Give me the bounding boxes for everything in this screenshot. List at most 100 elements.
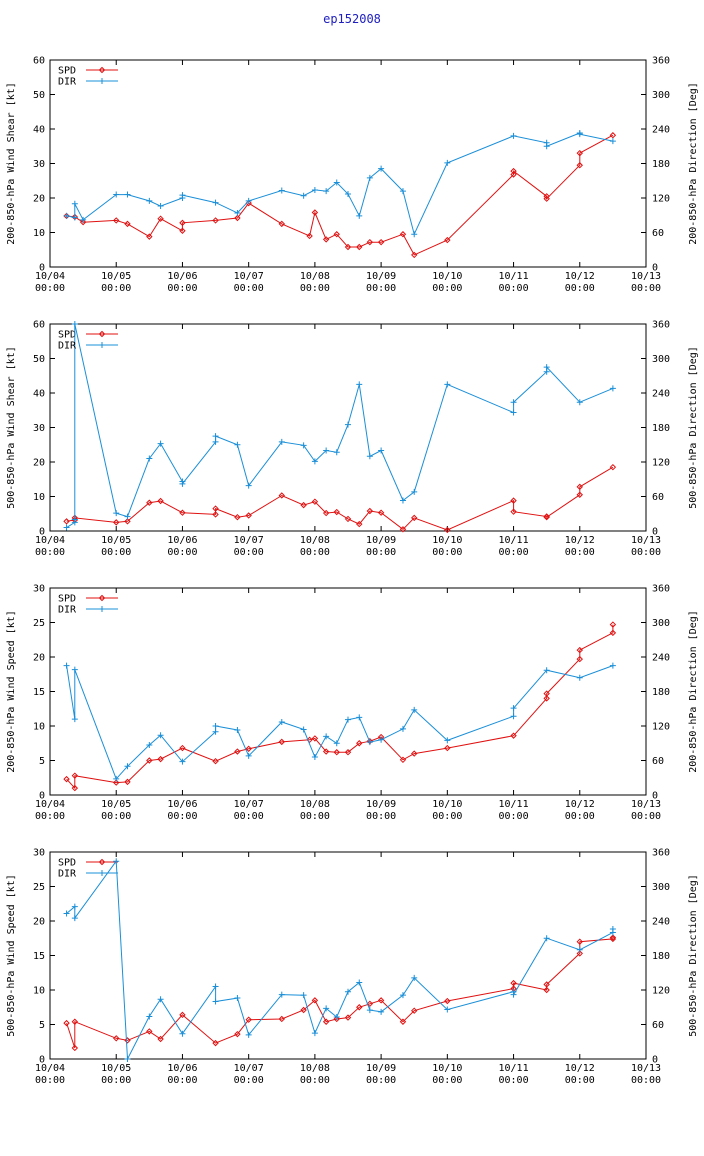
x-tick-label: 10/09 bbox=[366, 799, 396, 810]
spd-point bbox=[344, 515, 352, 523]
spd-point bbox=[234, 214, 241, 222]
y-tick-label: 20 bbox=[33, 458, 45, 469]
x-tick-time-label: 00:00 bbox=[499, 283, 529, 294]
x-tick-time-label: 00:00 bbox=[101, 283, 131, 294]
dir-point bbox=[63, 910, 70, 917]
legend-marker-spd bbox=[98, 330, 106, 338]
dir-point bbox=[378, 736, 385, 743]
x-tick-label: 10/06 bbox=[167, 535, 197, 546]
x-tick-label: 10/10 bbox=[432, 799, 462, 810]
dir-point bbox=[356, 212, 363, 219]
dir-point bbox=[444, 1006, 451, 1013]
dir-point bbox=[234, 995, 241, 1002]
plot-frame bbox=[49, 59, 647, 268]
dir-point bbox=[378, 1008, 385, 1015]
y-axis-label: 200-850-hPa Wind Shear [kt] bbox=[6, 82, 17, 245]
x-tick-label: 10/10 bbox=[432, 535, 462, 546]
legend-marker-dir bbox=[99, 78, 105, 84]
dir-point bbox=[245, 1031, 252, 1038]
x-tick-label: 10/04 bbox=[35, 1063, 65, 1074]
x-tick-time-label: 00:00 bbox=[366, 811, 396, 822]
dir-point bbox=[323, 1005, 330, 1012]
legend-label-dir: DIR bbox=[58, 869, 77, 880]
spd-point bbox=[179, 509, 186, 516]
x-tick-time-label: 00:00 bbox=[432, 547, 462, 558]
spd-point bbox=[212, 217, 219, 224]
x-tick-time-label: 00:00 bbox=[499, 547, 529, 558]
dir-point bbox=[356, 979, 363, 986]
dir-point bbox=[543, 667, 550, 674]
y-tick-label: 0 bbox=[39, 1055, 45, 1066]
dir-point bbox=[345, 190, 351, 197]
page-title: ep152008 bbox=[323, 12, 381, 26]
series-line-spd bbox=[66, 134, 614, 256]
spd-point bbox=[576, 483, 583, 491]
y2-tick-label: 60 bbox=[652, 1020, 664, 1031]
dir-point bbox=[124, 513, 131, 520]
y2-tick-label: 360 bbox=[652, 584, 670, 595]
y-tick-label: 10 bbox=[33, 986, 45, 997]
series-line-dir bbox=[66, 323, 614, 529]
x-tick-label: 10/07 bbox=[234, 535, 264, 546]
spd-point bbox=[576, 655, 583, 663]
y2-tick-label: 0 bbox=[652, 791, 658, 802]
x-tick-label: 10/11 bbox=[499, 535, 529, 546]
y2-tick-label: 0 bbox=[652, 1055, 658, 1066]
y2-tick-label: 120 bbox=[652, 722, 670, 733]
x-tick-time-label: 00:00 bbox=[234, 283, 264, 294]
y-tick-label: 5 bbox=[39, 756, 45, 767]
spd-point bbox=[179, 1011, 186, 1019]
x-tick-label: 10/11 bbox=[499, 1063, 529, 1074]
legend-marker-spd bbox=[98, 594, 106, 602]
spd-point bbox=[245, 745, 252, 752]
x-tick-time-label: 00:00 bbox=[35, 1075, 65, 1086]
spd-point bbox=[79, 218, 87, 226]
spd-point bbox=[576, 646, 583, 654]
dir-point bbox=[300, 992, 307, 999]
spd-point bbox=[356, 243, 363, 251]
legend-label-dir: DIR bbox=[58, 341, 77, 352]
dir-point bbox=[245, 197, 252, 204]
dir-point bbox=[345, 716, 351, 723]
dir-point bbox=[399, 725, 406, 732]
dir-point bbox=[510, 713, 517, 720]
dir-point bbox=[278, 438, 285, 445]
spd-point bbox=[245, 512, 252, 519]
y-axis-label: 500-850-hPa Wind Shear [kt] bbox=[6, 346, 17, 509]
y2-tick-label: 120 bbox=[652, 194, 670, 205]
dir-point bbox=[311, 1030, 318, 1037]
spd-point bbox=[510, 732, 517, 739]
chart-500-850-speed: 05101520253006012018024030036010/0400:00… bbox=[6, 848, 699, 1087]
x-tick-time-label: 00:00 bbox=[366, 283, 396, 294]
x-tick-time-label: 00:00 bbox=[300, 547, 330, 558]
x-tick-label: 10/08 bbox=[300, 535, 330, 546]
dir-point bbox=[366, 739, 373, 746]
spd-point bbox=[543, 986, 550, 994]
dir-point bbox=[245, 482, 252, 489]
dir-point bbox=[212, 723, 219, 729]
dir-point bbox=[609, 138, 616, 145]
dir-point bbox=[399, 497, 406, 504]
y2-tick-label: 180 bbox=[652, 687, 670, 698]
dir-point bbox=[71, 214, 78, 221]
x-tick-label: 10/06 bbox=[167, 1063, 197, 1074]
dir-point bbox=[234, 209, 241, 216]
spd-point bbox=[278, 738, 285, 746]
dir-point bbox=[356, 714, 363, 721]
legend-label-spd: SPD bbox=[58, 330, 76, 341]
dir-point bbox=[333, 449, 340, 456]
y2-tick-label: 240 bbox=[652, 125, 670, 136]
x-tick-time-label: 00:00 bbox=[167, 1075, 197, 1086]
spd-point bbox=[300, 1006, 307, 1014]
dir-point bbox=[71, 903, 78, 910]
x-tick-time-label: 00:00 bbox=[35, 283, 65, 294]
legend-marker-dir bbox=[99, 342, 105, 348]
dir-point bbox=[300, 726, 307, 733]
spd-point bbox=[510, 497, 517, 504]
spd-point bbox=[146, 233, 153, 240]
x-tick-label: 10/07 bbox=[234, 799, 264, 810]
dir-point bbox=[212, 438, 219, 445]
dir-point bbox=[63, 662, 70, 669]
dir-point bbox=[378, 165, 385, 172]
spd-point bbox=[234, 1030, 241, 1038]
